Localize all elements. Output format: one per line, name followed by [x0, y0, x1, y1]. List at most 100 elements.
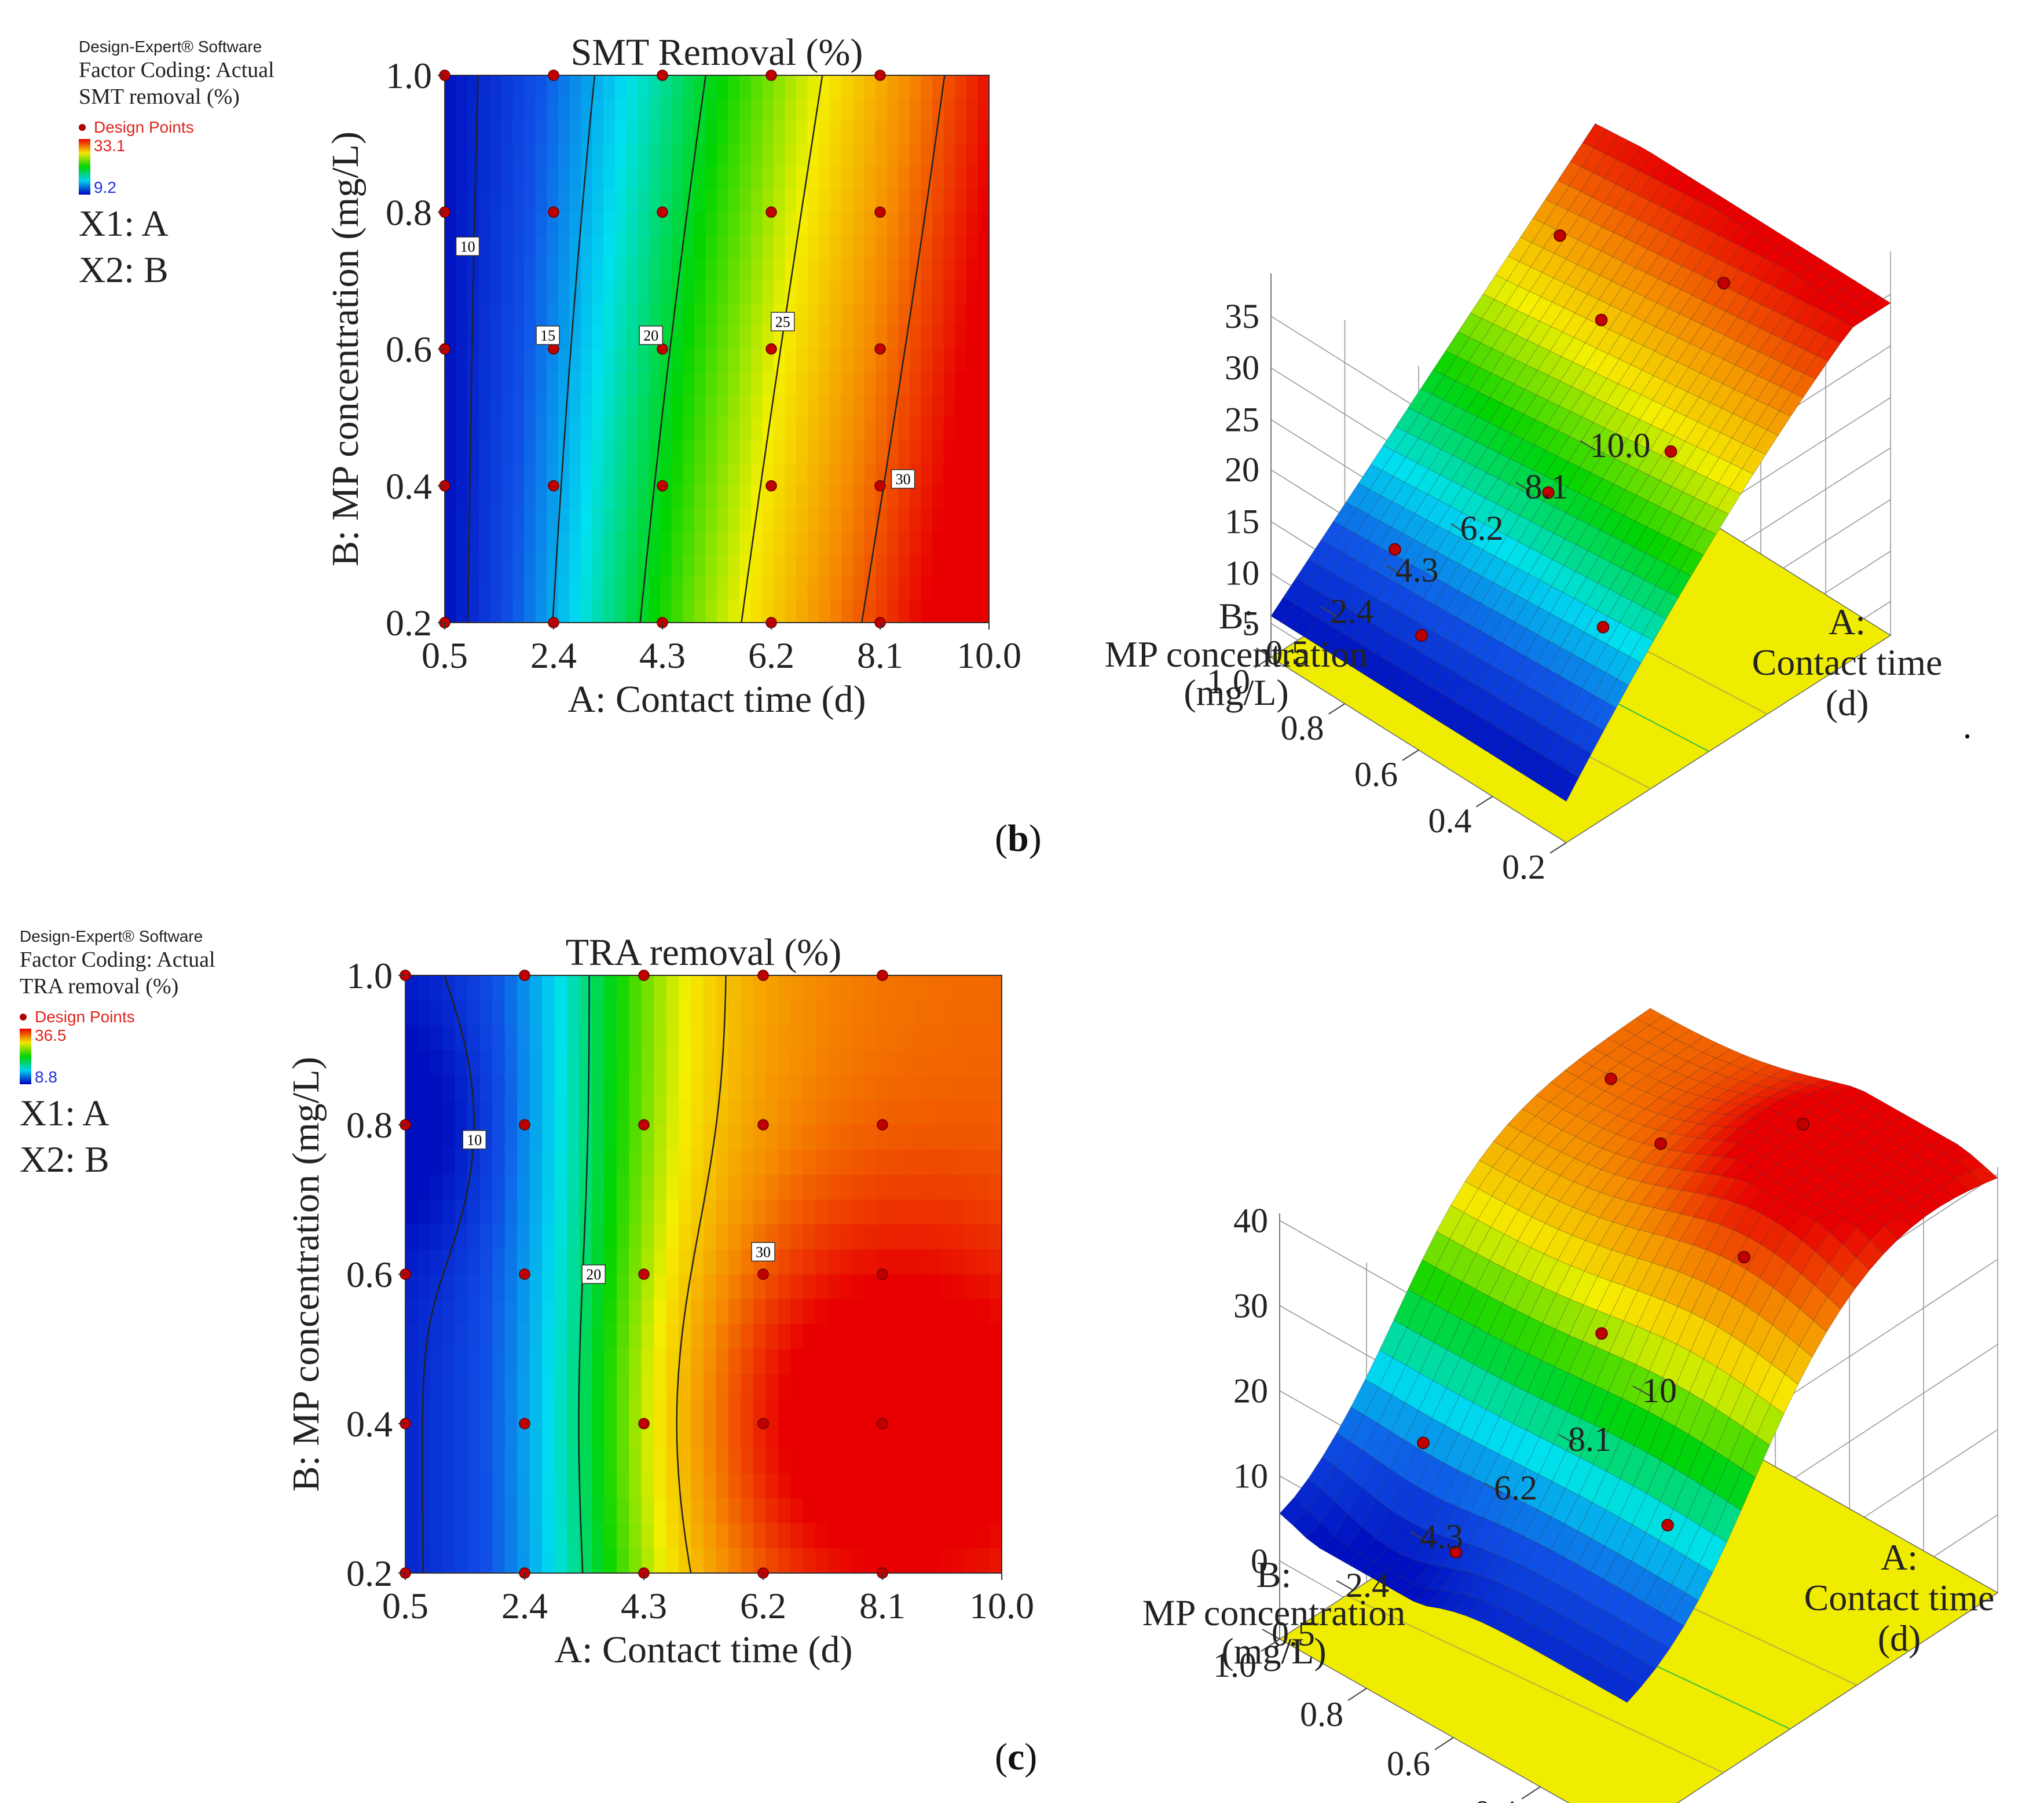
heatmap-cell	[666, 1075, 679, 1100]
heatmap-cell	[405, 1548, 419, 1574]
heatmap-cell	[977, 1399, 990, 1424]
heatmap-cell	[877, 1374, 891, 1399]
heatmap-cell	[405, 1050, 419, 1076]
heatmap-cell	[666, 1125, 679, 1150]
heatmap-cell	[841, 577, 854, 601]
heatmap-cell	[694, 531, 706, 555]
heatmap-cell	[417, 1025, 431, 1051]
design-point	[1596, 621, 1610, 634]
heatmap-cell	[765, 1274, 779, 1300]
heatmap-cell	[739, 144, 752, 167]
heatmap-cell	[778, 1224, 792, 1250]
heatmap-cell	[853, 485, 865, 509]
heatmap-cell	[649, 599, 661, 623]
heatmap-cell	[704, 1224, 717, 1250]
heatmap-cell	[567, 1224, 580, 1250]
heatmap-cell	[840, 1274, 854, 1300]
heatmap-cell	[554, 1249, 567, 1275]
heatmap-cell	[579, 1349, 592, 1374]
heatmap-cell	[629, 1349, 642, 1374]
heatmap-cell	[504, 1449, 518, 1474]
design-point	[548, 70, 559, 81]
heatmap-cell	[455, 1399, 468, 1424]
heatmap-cell	[492, 1324, 505, 1349]
heatmap-cell	[830, 577, 842, 601]
contour-line	[741, 75, 823, 623]
heatmap-cell	[666, 1175, 679, 1200]
heatmap-cell	[417, 1199, 431, 1225]
heatmap-cell	[529, 1050, 543, 1076]
heatmap-cell	[741, 1050, 754, 1076]
heatmap-cell	[603, 212, 616, 236]
a-tick	[1385, 564, 1401, 575]
heatmap-cell	[654, 1274, 667, 1300]
heatmap-cell	[796, 303, 808, 327]
heatmap-cell	[641, 1299, 654, 1325]
heatmap-cell	[691, 1374, 704, 1399]
heatmap-cell	[739, 258, 752, 281]
heatmap-cell	[864, 509, 876, 532]
design-point	[657, 343, 668, 355]
heatmap-cell	[927, 1125, 940, 1150]
heatmap-cell	[796, 485, 808, 509]
heatmap-cell	[542, 1523, 555, 1549]
heatmap-cell	[569, 98, 581, 122]
heatmap-cell	[535, 509, 548, 532]
heatmap-cell	[877, 1424, 891, 1449]
heatmap-cell	[542, 1025, 555, 1051]
design-point	[1542, 486, 1555, 499]
heatmap-cell	[921, 440, 933, 464]
heatmap-cell	[455, 1050, 468, 1076]
heatmap-cell	[479, 1150, 493, 1175]
heatmap-cell	[977, 189, 990, 213]
heatmap-cell	[952, 1498, 965, 1524]
heatmap-cell	[728, 599, 740, 623]
heatmap-cell	[569, 417, 581, 441]
heatmap-cell	[909, 577, 922, 601]
heatmap-cell	[705, 440, 717, 464]
heatmap-cell	[405, 1025, 419, 1051]
heatmap-cell	[876, 75, 888, 99]
heatmap-cell	[569, 485, 581, 509]
heatmap-cell	[592, 212, 604, 236]
heatmap-cell	[492, 1374, 505, 1399]
heatmap-cell	[966, 577, 979, 601]
heatmap-cell	[840, 1498, 854, 1524]
heatmap-cell	[592, 166, 604, 190]
heatmap-cell	[803, 1249, 816, 1275]
heatmap-cell	[456, 599, 468, 623]
heatmap-cell	[490, 599, 502, 623]
heatmap-cell	[819, 577, 831, 601]
heatmap-cell	[773, 144, 786, 167]
heatmap-cell	[529, 1175, 543, 1200]
heatmap-cell	[753, 1000, 767, 1026]
heatmap-cell	[841, 485, 854, 509]
heatmap-cell	[716, 1125, 729, 1150]
heatmap-cell	[840, 975, 854, 1001]
heatmap-cell	[417, 1374, 431, 1399]
heatmap-cell	[815, 1274, 829, 1300]
heatmap-cell	[853, 371, 865, 396]
heatmap-cell	[671, 554, 684, 578]
heatmap-cell	[815, 1100, 829, 1125]
heatmap-cell	[671, 599, 684, 623]
heatmap-cell	[691, 1349, 704, 1374]
heatmap-cell	[830, 485, 842, 509]
heatmap-cell	[417, 1249, 431, 1275]
heatmap-cell	[876, 577, 888, 601]
heatmap-cell	[921, 349, 933, 372]
heatmap-cell	[445, 303, 457, 327]
heatmap-cell	[964, 1150, 977, 1175]
heatmap-cell	[535, 144, 548, 167]
heatmap-cell	[914, 1349, 928, 1374]
heatmap-cell	[739, 531, 752, 555]
heatmap-cell	[501, 554, 514, 578]
heatmap-cell	[529, 1199, 543, 1225]
heatmap-cell	[626, 577, 638, 601]
heatmap-cell	[455, 1274, 468, 1300]
heatmap-cell	[592, 577, 604, 601]
b-axis-label: (mg/L)	[1221, 1630, 1326, 1672]
heatmap-cell	[614, 577, 627, 601]
heatmap-cell	[442, 1324, 456, 1349]
heatmap-cell	[807, 417, 820, 441]
